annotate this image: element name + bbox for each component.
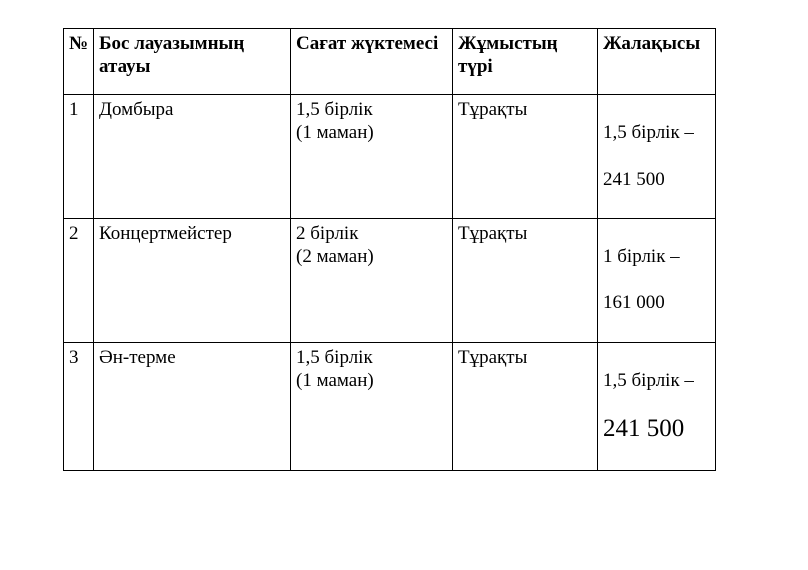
- column-header-number: №: [63, 28, 94, 95]
- cell-salary-units: 1 бірлік –: [603, 246, 680, 268]
- cell-hour-load: 2 бірлік (2 маман): [290, 217, 453, 343]
- cell-position-name: Домбыра: [93, 94, 291, 219]
- cell-position-name: Концертмейстер: [93, 217, 291, 343]
- cell-salary: 1,5 бірлік – 241 500: [597, 341, 716, 471]
- column-header-salary: Жалақысы: [597, 28, 716, 95]
- cell-salary: 1,5 бірлік – 241 500: [597, 94, 716, 219]
- table-row: 3 Ән-терме 1,5 бірлік (1 маман) Тұрақты …: [63, 341, 716, 471]
- table-row: 2 Концертмейстер 2 бірлік (2 маман) Тұра…: [63, 217, 716, 343]
- cell-hour-load: 1,5 бірлік (1 маман): [290, 341, 453, 471]
- table-header-row: № Бос лауазымның атауы Сағат жүктемесі Ж…: [63, 28, 716, 95]
- vacancy-table-container: № Бос лауазымның атауы Сағат жүктемесі Ж…: [63, 28, 716, 471]
- cell-number: 1: [63, 94, 94, 219]
- cell-salary-amount: 161 000: [603, 292, 665, 314]
- column-header-position-name: Бос лауазымның атауы: [93, 28, 291, 95]
- vacancy-table: № Бос лауазымның атауы Сағат жүктемесі Ж…: [63, 28, 716, 471]
- column-header-hour-load: Сағат жүктемесі: [290, 28, 453, 95]
- table-header: № Бос лауазымның атауы Сағат жүктемесі Ж…: [63, 28, 716, 95]
- cell-position-name: Ән-терме: [93, 341, 291, 471]
- cell-salary-units: 1,5 бірлік –: [603, 369, 694, 391]
- cell-salary: 1 бірлік – 161 000: [597, 217, 716, 343]
- cell-salary-units: 1,5 бірлік –: [603, 122, 694, 144]
- cell-number: 2: [63, 217, 94, 343]
- cell-salary-amount: 241 500: [603, 168, 665, 190]
- cell-hour-load: 1,5 бірлік (1 маман): [290, 94, 453, 219]
- table-body: 1 Домбыра 1,5 бірлік (1 маман) Тұрақты 1…: [63, 94, 716, 471]
- cell-work-type: Тұрақты: [452, 217, 598, 343]
- table-row: 1 Домбыра 1,5 бірлік (1 маман) Тұрақты 1…: [63, 94, 716, 219]
- cell-number: 3: [63, 341, 94, 471]
- cell-salary-amount: 241 500: [603, 415, 685, 443]
- cell-work-type: Тұрақты: [452, 341, 598, 471]
- column-header-work-type: Жұмыстың түрі: [452, 28, 598, 95]
- cell-work-type: Тұрақты: [452, 94, 598, 219]
